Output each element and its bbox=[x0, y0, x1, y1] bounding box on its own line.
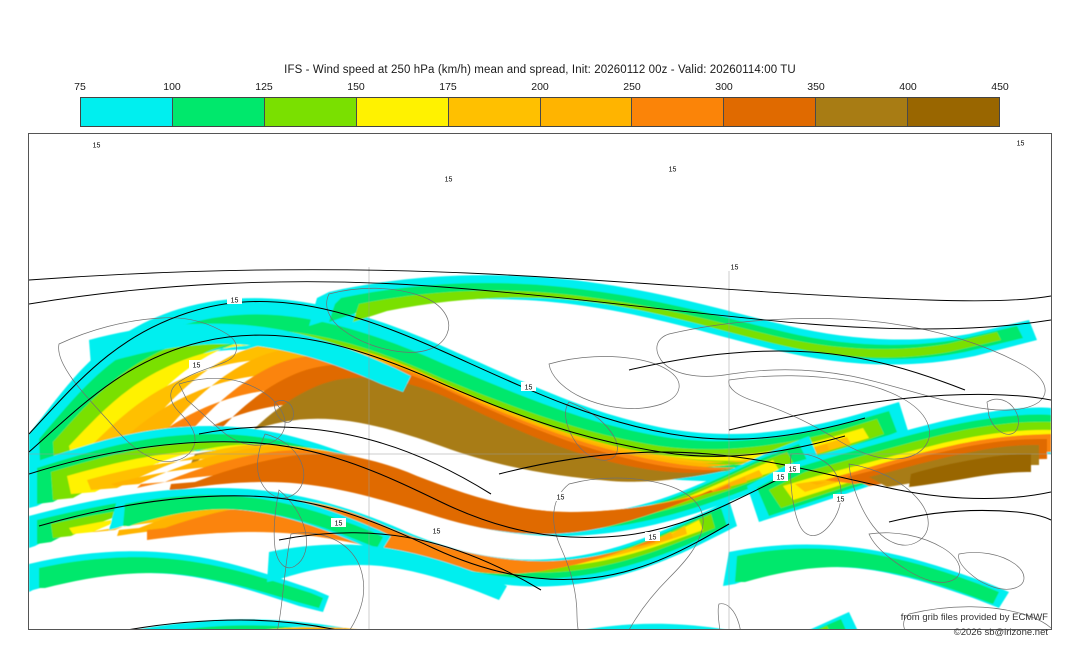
band-south-america-tropical bbox=[267, 544, 507, 600]
map-background bbox=[29, 134, 1051, 629]
contour-label: 15 bbox=[521, 382, 536, 392]
band-southern-tropics bbox=[723, 544, 1009, 608]
credit-source: from grib files provided by ECMWF bbox=[900, 612, 1048, 623]
svg-text:15: 15 bbox=[557, 495, 565, 502]
colorbar-band-400-450 bbox=[908, 98, 1000, 126]
svg-text:15: 15 bbox=[335, 521, 343, 528]
colorbar-tick-175: 175 bbox=[439, 81, 457, 93]
credit-copyright: ©2026 sb@irizone.net bbox=[953, 627, 1048, 638]
colorbar-tick-150: 150 bbox=[347, 81, 365, 93]
colorbar-band-300-350 bbox=[724, 98, 817, 126]
colorbar-tick-400: 400 bbox=[899, 81, 917, 93]
colorbar-band-150-175 bbox=[356, 98, 449, 126]
jet-south-indian bbox=[589, 623, 722, 629]
colorbar-tick-125: 125 bbox=[255, 81, 273, 93]
svg-text:15: 15 bbox=[777, 475, 785, 482]
svg-text:15: 15 bbox=[1017, 141, 1025, 148]
svg-text:15: 15 bbox=[789, 467, 797, 474]
contour-label: 15 bbox=[773, 472, 788, 482]
colorbar-band-100-125 bbox=[172, 98, 265, 126]
colorbar-tick-200: 200 bbox=[531, 81, 549, 93]
colorbar-tick-250: 250 bbox=[623, 81, 641, 93]
svg-text:15: 15 bbox=[669, 167, 677, 174]
contour-label: 15 bbox=[89, 140, 104, 150]
svg-text:15: 15 bbox=[445, 177, 453, 184]
contour-label: 15 bbox=[645, 532, 660, 542]
colorbar-bands bbox=[80, 97, 1000, 127]
contour-label: 15 bbox=[833, 494, 848, 504]
colorbar-band-175-200 bbox=[448, 98, 541, 126]
contour-label: 15 bbox=[429, 526, 444, 536]
colorbar-tick-75: 75 bbox=[74, 81, 86, 93]
page-title: IFS - Wind speed at 250 hPa (km/h) mean … bbox=[284, 64, 796, 76]
colorbar-band-250-300 bbox=[632, 98, 725, 126]
band-south-atlantic bbox=[29, 551, 329, 612]
jet-asia-subtropical bbox=[747, 407, 1051, 522]
contour-label: 15 bbox=[331, 518, 346, 528]
jet-north-atlantic bbox=[29, 426, 821, 537]
map-panel[interactable]: 15 15 15 15 15 15 15 15 15 15 15 15 15 1… bbox=[28, 133, 1052, 630]
colorbar-band-200-250 bbox=[540, 98, 633, 126]
svg-text:15: 15 bbox=[433, 529, 441, 536]
svg-text:15: 15 bbox=[193, 363, 201, 370]
svg-text:15: 15 bbox=[649, 535, 657, 542]
svg-text:15: 15 bbox=[93, 143, 101, 150]
wind-speed-contour-map[interactable]: 15 15 15 15 15 15 15 15 15 15 15 15 15 1… bbox=[29, 134, 1051, 629]
contour-label: 15 bbox=[441, 174, 456, 184]
credits: from grib files provided by ECMWF ©2026 … bbox=[901, 610, 1048, 640]
colorbar-band-125-150 bbox=[264, 98, 357, 126]
contour-label: 15 bbox=[665, 164, 680, 174]
colorbar-tick-450: 450 bbox=[991, 81, 1009, 93]
contour-label: 15 bbox=[727, 262, 742, 272]
contour-label: 15 bbox=[553, 492, 568, 502]
colorbar: 75 100 125 150 175 200 250 300 350 400 450 bbox=[74, 81, 1009, 127]
contour-label: 15 bbox=[1013, 138, 1028, 148]
colorbar-band-75-100 bbox=[81, 98, 173, 126]
coastlines bbox=[29, 267, 1051, 629]
contour-label: 15 bbox=[227, 295, 242, 305]
svg-text:15: 15 bbox=[525, 385, 533, 392]
contour-label: 15 bbox=[189, 360, 204, 370]
colorbar-tick-labels: 75 100 125 150 175 200 250 300 350 400 450 bbox=[74, 81, 1009, 95]
band-central-pacific-tropical bbox=[109, 489, 391, 552]
colorbar-tick-300: 300 bbox=[715, 81, 733, 93]
svg-text:15: 15 bbox=[837, 497, 845, 504]
band-north-polar bbox=[309, 275, 1037, 365]
svg-text:15: 15 bbox=[731, 265, 739, 272]
band-north-atlantic-high bbox=[89, 323, 411, 392]
contour-value-labels: 15 15 15 15 15 15 15 15 15 15 15 15 15 1… bbox=[89, 138, 1028, 542]
svg-text:15: 15 bbox=[231, 298, 239, 305]
colorbar-tick-350: 350 bbox=[807, 81, 825, 93]
colorbar-band-350-400 bbox=[816, 98, 909, 126]
colorbar-tick-100: 100 bbox=[163, 81, 181, 93]
contour-label: 15 bbox=[785, 464, 800, 474]
